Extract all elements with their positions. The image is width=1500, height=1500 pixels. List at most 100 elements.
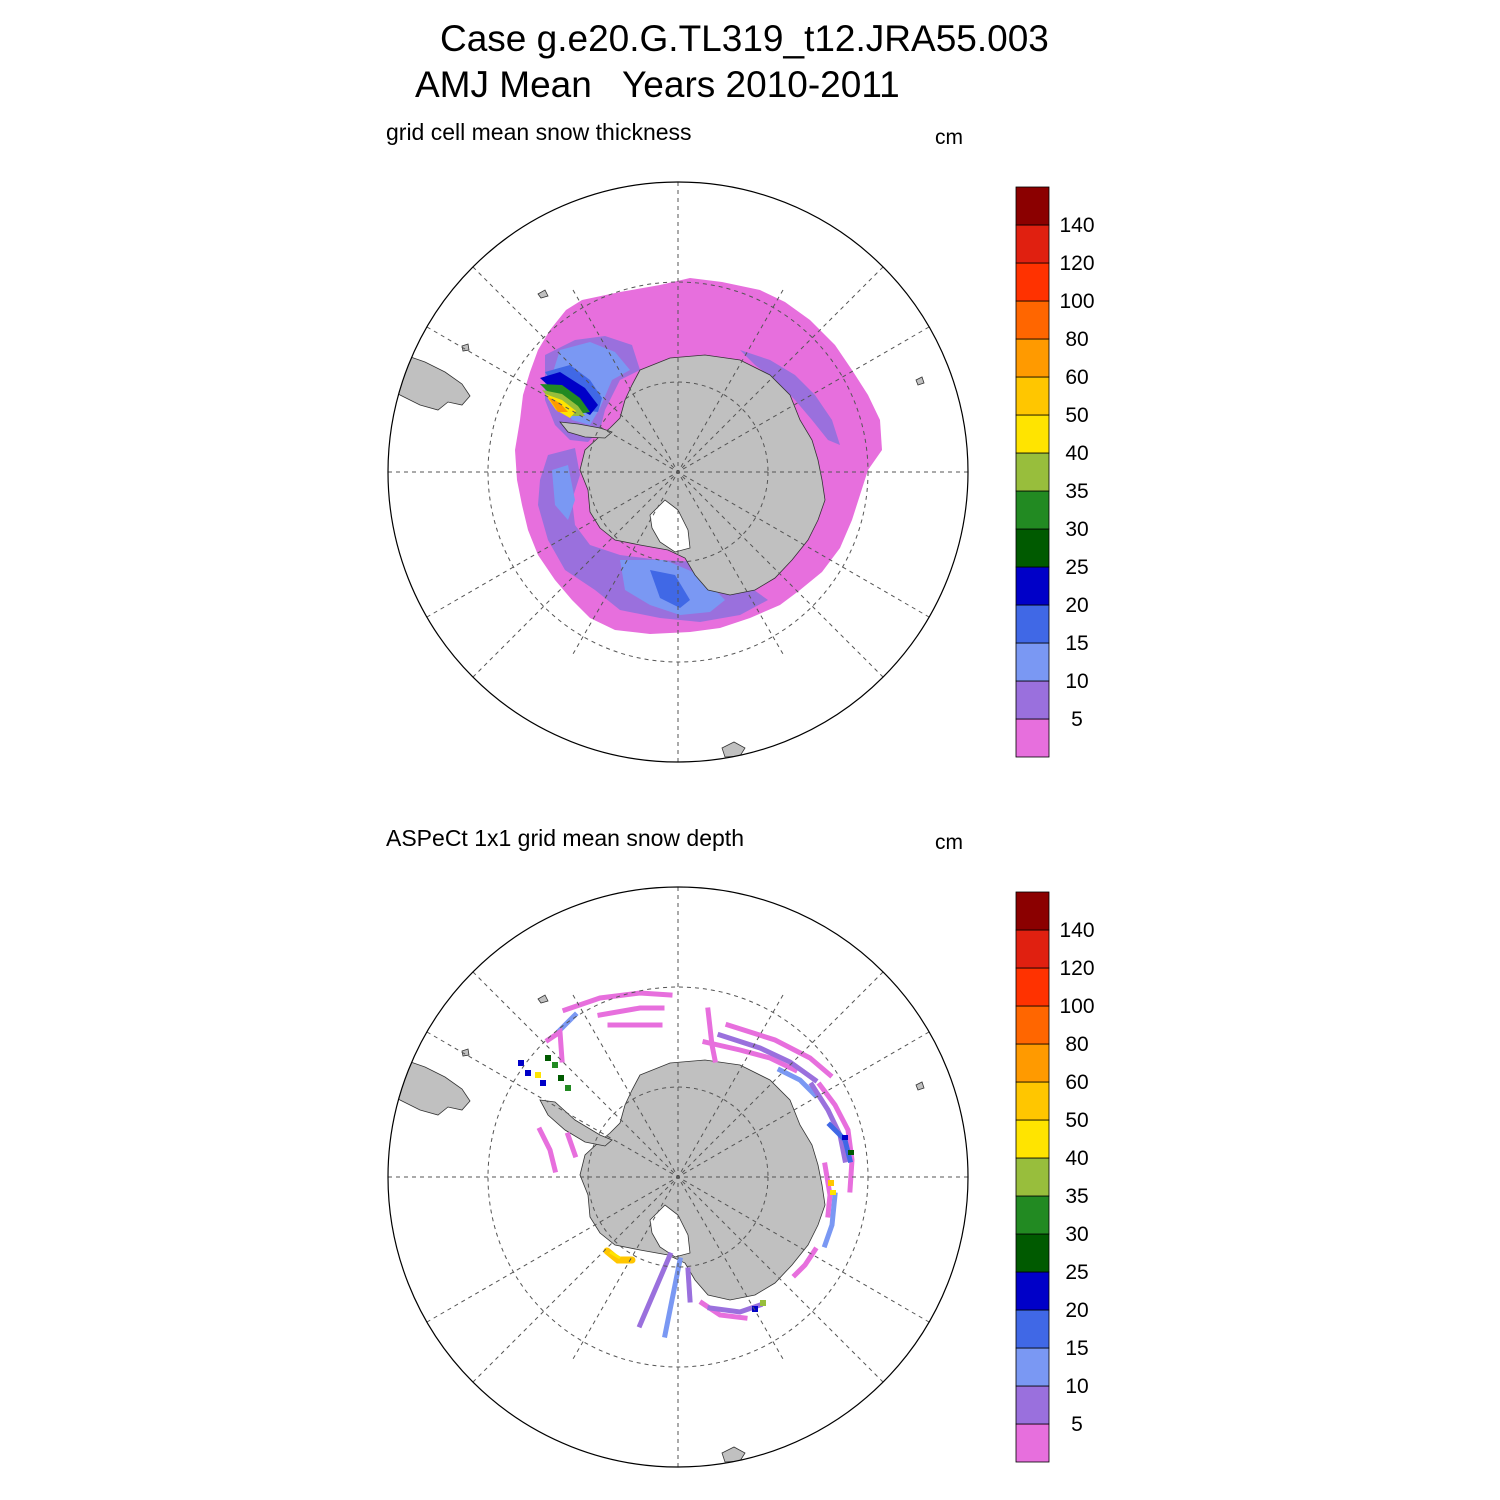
panel1-ross-sea	[649, 499, 691, 553]
panel1-weddell-orange	[548, 397, 568, 412]
panel2-graticule	[388, 887, 968, 1467]
colorbar-swatch	[1015, 300, 1050, 340]
colorbar-swatch	[1015, 1385, 1050, 1425]
colorbar-tick-label: 5	[1071, 708, 1083, 731]
colorbar-tick-label: 35	[1065, 1185, 1088, 1208]
colorbar-tick-label: 60	[1065, 1071, 1088, 1094]
obs-track	[705, 1007, 718, 1063]
colorbar-swatch	[1015, 891, 1050, 931]
panel1-map-content	[388, 278, 925, 758]
colorbar-tick-label: 80	[1065, 1033, 1088, 1056]
obs-cell	[760, 1300, 766, 1306]
obs-cell	[565, 1085, 571, 1091]
colorbar-tick-label: 25	[1065, 556, 1088, 579]
panel1-island	[915, 376, 925, 386]
colorbar-swatch	[1015, 1347, 1050, 1387]
obs-cell	[558, 1075, 564, 1081]
obs-cell	[552, 1062, 558, 1068]
colorbar-tick-label: 15	[1065, 1337, 1088, 1360]
obs-cell	[752, 1306, 758, 1312]
obs-track	[808, 1081, 848, 1163]
panel2-island	[537, 994, 549, 1004]
figure-title-line1: Case g.e20.G.TL319_t12.JRA55.003	[440, 18, 1049, 59]
colorbar-swatch	[1015, 566, 1050, 606]
panel1-colorbar: 5 10 15 20 25 30 35 40 50 60 80 100 120 140	[1015, 186, 1095, 758]
panel2-obs-cells	[518, 1055, 854, 1312]
obs-cell	[525, 1070, 531, 1076]
colorbar-tick-label: 20	[1065, 1299, 1088, 1322]
obs-track	[636, 1251, 674, 1329]
colorbar-swatch	[1015, 1081, 1050, 1121]
colorbar-tick-label: 50	[1065, 1109, 1088, 1132]
panel2-antarctica	[579, 1059, 826, 1301]
panel2-units: cm	[935, 831, 963, 854]
colorbar-tick-label: 30	[1065, 518, 1088, 541]
colorbar-swatch	[1015, 929, 1050, 969]
obs-track	[536, 1126, 559, 1174]
obs-cell	[545, 1055, 551, 1061]
colorbar-swatch	[1015, 642, 1050, 682]
panel2-peninsula	[539, 1099, 613, 1147]
panel2-ross-sea	[649, 1204, 691, 1258]
panel1-island	[721, 741, 746, 758]
panel1-units: cm	[935, 126, 963, 149]
panel1-map-border	[387, 181, 969, 763]
obs-track	[821, 1192, 838, 1249]
obs-track	[597, 1005, 665, 1018]
obs-track	[822, 1162, 833, 1218]
colorbar-tick-label: 140	[1059, 919, 1094, 942]
panel2-obs-patch	[609, 1250, 621, 1260]
colorbar-swatch	[1015, 262, 1050, 302]
obs-track	[561, 990, 673, 1014]
colorbar-tick-label: 140	[1059, 214, 1094, 237]
panel2-map-border	[387, 886, 969, 1468]
panel1-title: grid cell mean snow thickness	[386, 119, 692, 145]
obs-track	[791, 1246, 819, 1279]
obs-cell	[535, 1072, 541, 1078]
panel2-title: ASPeCt 1x1 grid mean snow depth	[386, 825, 744, 851]
obs-cell	[540, 1080, 546, 1086]
colorbar-tick-label: 15	[1065, 632, 1088, 655]
colorbar-tick-label: 100	[1059, 995, 1094, 1018]
obs-track	[724, 1021, 834, 1079]
panel1-island	[461, 343, 470, 352]
panel1-ice-purple-east	[740, 350, 840, 445]
colorbar-swatch	[1015, 1043, 1050, 1083]
colorbar-tick-label: 120	[1059, 252, 1094, 275]
colorbar-swatch	[1015, 376, 1050, 416]
colorbar-tick-label: 60	[1065, 366, 1088, 389]
colorbar-tick-label: 10	[1065, 1375, 1088, 1398]
obs-track	[662, 1257, 683, 1338]
colorbar-swatch	[1015, 186, 1050, 226]
colorbar-swatch	[1015, 224, 1050, 264]
obs-cell	[828, 1180, 834, 1186]
colorbar-swatch	[1015, 1309, 1050, 1349]
obs-track	[716, 1031, 819, 1084]
colorbar-tick-label: 40	[1065, 1147, 1088, 1170]
colorbar-tick-label: 20	[1065, 594, 1088, 617]
panel2-island	[721, 1446, 746, 1463]
obs-track	[816, 1081, 855, 1193]
colorbar-swatch	[1015, 680, 1050, 720]
colorbar-tick-label: 50	[1065, 404, 1088, 427]
colorbar-swatch	[1015, 1195, 1050, 1235]
colorbar-tick-label: 100	[1059, 290, 1094, 313]
colorbar-swatch	[1015, 338, 1050, 378]
obs-cell	[830, 1190, 836, 1195]
panel2-island	[461, 1048, 470, 1057]
colorbar-swatch	[1015, 1005, 1050, 1045]
colorbar-swatch	[1015, 718, 1050, 758]
obs-track	[564, 1131, 579, 1159]
obs-cell	[518, 1060, 524, 1066]
panel2-map-content	[388, 990, 925, 1463]
colorbar-swatch	[1015, 414, 1050, 454]
colorbar-swatch	[1015, 1271, 1050, 1311]
panel1-island	[537, 289, 549, 299]
colorbar-swatch	[1015, 490, 1050, 530]
colorbar-swatch	[1015, 1233, 1050, 1273]
obs-track	[776, 1066, 819, 1099]
panel2-island	[915, 1081, 925, 1091]
panel2-south-america	[388, 1059, 471, 1116]
colorbar-swatch	[1015, 452, 1050, 492]
